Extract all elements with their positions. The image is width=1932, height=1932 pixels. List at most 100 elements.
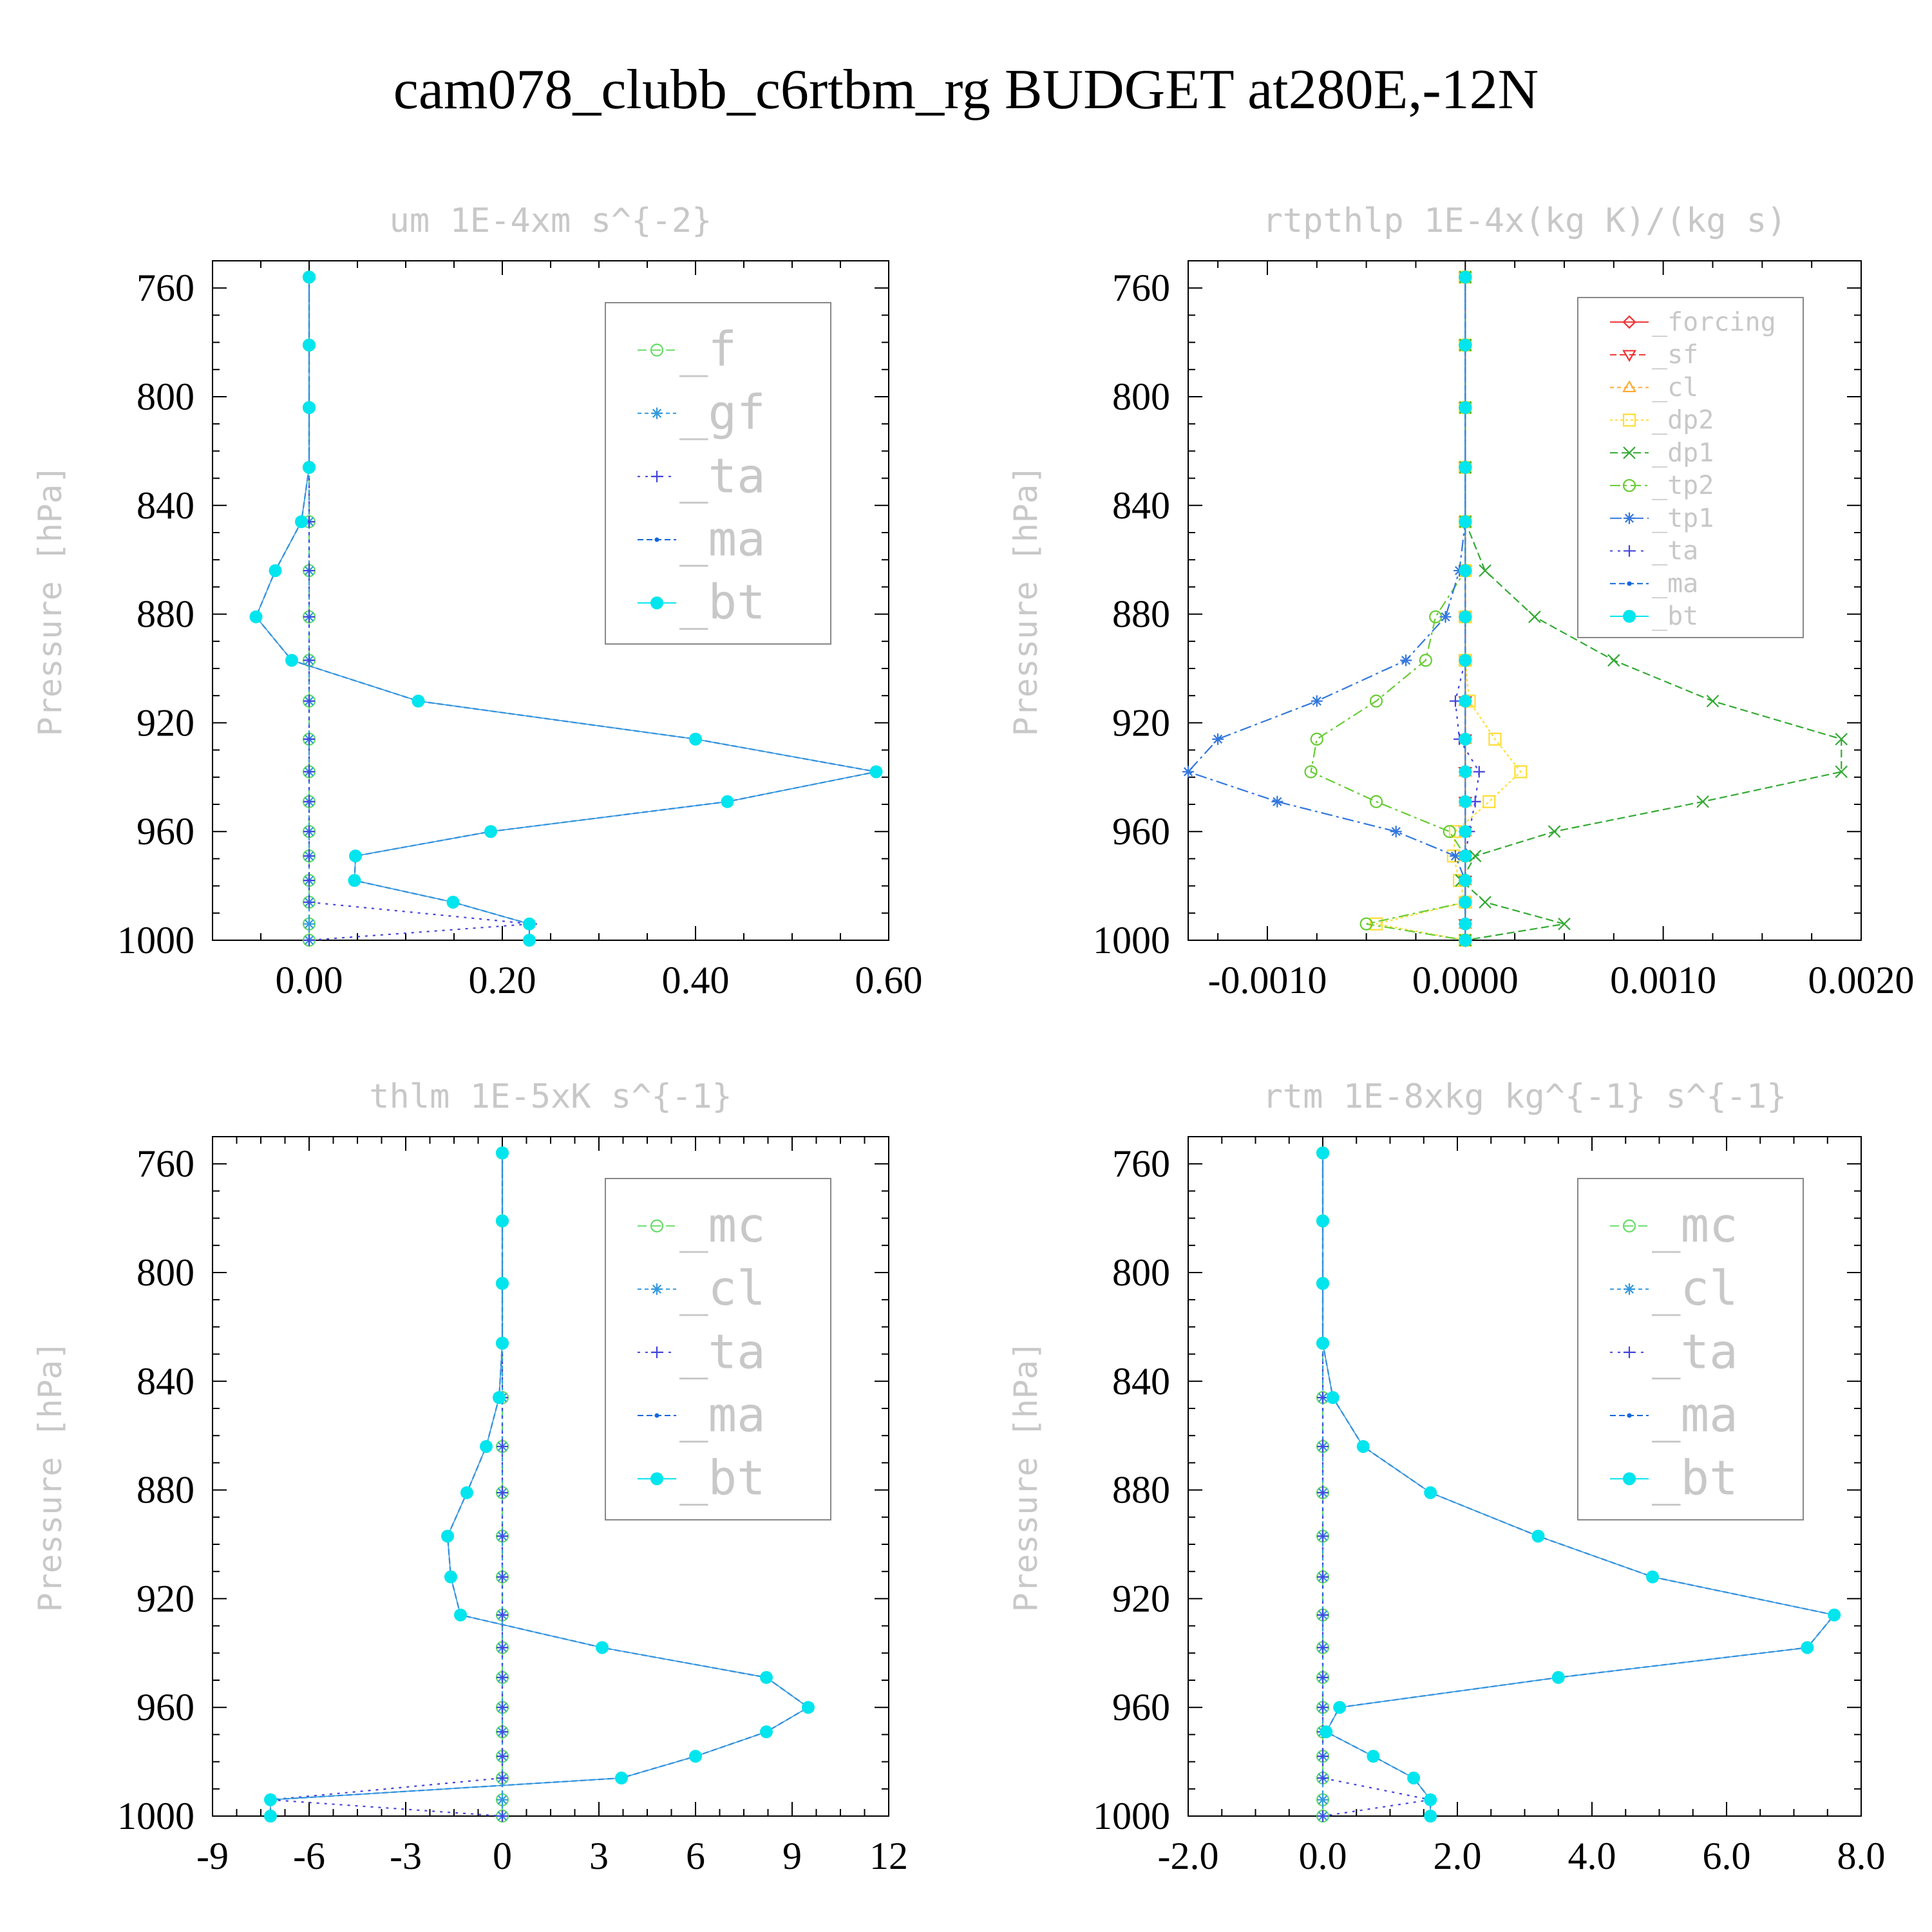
- legend-box: [605, 302, 831, 645]
- data-point: [1424, 1810, 1437, 1823]
- legend-marker: [1624, 512, 1635, 524]
- legend-item: _sf: [1610, 340, 1698, 370]
- data-point: [1212, 733, 1224, 745]
- data-point: [480, 1440, 493, 1454]
- x-tick-label: -0.0010: [1208, 959, 1327, 1001]
- y-tick-label: 760: [1112, 1142, 1170, 1185]
- data-point: [1828, 1608, 1841, 1622]
- data-point: [1317, 1486, 1329, 1499]
- data-point: [1473, 766, 1485, 778]
- series-line: [1321, 1153, 1431, 1817]
- legend-item: _ma: [1610, 569, 1698, 598]
- data-point: [1459, 515, 1472, 529]
- legend-item: _cl: [638, 1261, 766, 1316]
- y-tick-label: 760: [137, 1142, 194, 1185]
- data-point: [1468, 849, 1482, 862]
- legend-label: _mc: [679, 1198, 766, 1253]
- data-point: [497, 1810, 508, 1822]
- data-point: [1390, 826, 1402, 838]
- series-line: [270, 1153, 504, 1817]
- data-point: [1835, 765, 1848, 779]
- data-point: [303, 338, 316, 352]
- data-point: [269, 564, 282, 578]
- data-point: [303, 766, 315, 778]
- series-line: [270, 1153, 810, 1816]
- legend-label: _tp1: [1652, 504, 1714, 533]
- data-point: [1551, 1671, 1565, 1684]
- data-point: [1316, 1214, 1329, 1227]
- legend: _forcing_sf _cl _dp2 _dp1 _tp2 _tp1 _ta _ma _bt: [1577, 297, 1804, 638]
- legend-label: _dp2: [1652, 406, 1714, 435]
- legend: _mc _cl _ta _ma _bt: [1577, 1178, 1804, 1520]
- y-tick-label: 840: [1112, 484, 1170, 527]
- legend-item: _bt: [1610, 1451, 1738, 1506]
- data-point: [303, 875, 315, 887]
- data-point: [1424, 1486, 1437, 1499]
- data-point: [1459, 338, 1472, 352]
- x-tick-label: 6.0: [1703, 1835, 1751, 1877]
- series-ta: [265, 1147, 508, 1822]
- legend-label: _mc: [1652, 1198, 1738, 1253]
- data-point: [760, 1671, 773, 1684]
- data-point: [497, 1772, 508, 1784]
- legend-item: _dp2: [1610, 406, 1714, 435]
- data-point: [1479, 564, 1492, 577]
- x-tick-label: 0.0010: [1610, 959, 1716, 1001]
- y-tick-label: 840: [1112, 1360, 1170, 1403]
- x-tick-label: 6: [686, 1835, 705, 1877]
- legend-item: _f: [638, 322, 737, 377]
- data-point: [1317, 1701, 1329, 1714]
- data-point: [1459, 765, 1472, 779]
- data-point: [497, 1794, 508, 1806]
- y-tick-label: 880: [137, 1469, 194, 1511]
- data-point: [1528, 611, 1541, 623]
- data-point: [1459, 270, 1472, 284]
- series-line: [1310, 277, 1466, 942]
- data-point: [497, 1726, 508, 1738]
- legend-label: _ta: [679, 448, 766, 504]
- panel-title: um 1E-4xm s^{-2}: [390, 202, 712, 240]
- data-point: [295, 515, 308, 529]
- legend-label: _bt: [1652, 601, 1698, 631]
- y-tick-label: 960: [137, 810, 194, 853]
- data-point: [1419, 654, 1432, 667]
- y-tick-label: 880: [137, 593, 194, 636]
- data-point: [1317, 1441, 1329, 1453]
- data-point: [721, 795, 734, 808]
- y-tick-label: 840: [137, 484, 194, 527]
- data-point: [303, 611, 315, 623]
- legend-marker: [1622, 380, 1636, 393]
- legend-item: _ta: [638, 1324, 766, 1379]
- legend-marker: [1622, 315, 1636, 329]
- legend-item: _bt: [638, 575, 766, 630]
- x-tick-label: -6: [293, 1835, 325, 1877]
- data-point: [1488, 732, 1502, 746]
- y-tick-label: 920: [137, 1577, 194, 1620]
- data-point: [1443, 825, 1456, 838]
- x-tick-label: 0.60: [855, 959, 923, 1001]
- legend-marker: [651, 1283, 663, 1295]
- data-point: [1367, 1750, 1380, 1763]
- data-point: [1429, 610, 1443, 623]
- data-point: [497, 1642, 508, 1654]
- y-axis-label: Pressure [hPa]: [32, 1341, 69, 1612]
- legend-marker: [1622, 1219, 1636, 1233]
- data-point: [349, 849, 362, 863]
- data-point: [1696, 795, 1709, 808]
- series-line: [1454, 277, 1480, 940]
- data-point: [802, 1701, 815, 1714]
- data-point: [1317, 1642, 1329, 1654]
- legend-marker: [651, 407, 663, 419]
- legend-marker: [1622, 478, 1636, 493]
- data-point: [1459, 564, 1472, 578]
- legend-item: _mc: [1610, 1198, 1738, 1253]
- data-point: [1459, 825, 1472, 838]
- legend-label: _gf: [679, 385, 766, 440]
- data-point: [303, 850, 315, 862]
- legend-label: _forcing: [1652, 307, 1776, 337]
- y-tick-label: 1000: [1093, 919, 1170, 961]
- data-point: [446, 895, 460, 909]
- y-tick-label: 960: [1112, 1686, 1170, 1728]
- legend-item: _ta: [638, 448, 766, 504]
